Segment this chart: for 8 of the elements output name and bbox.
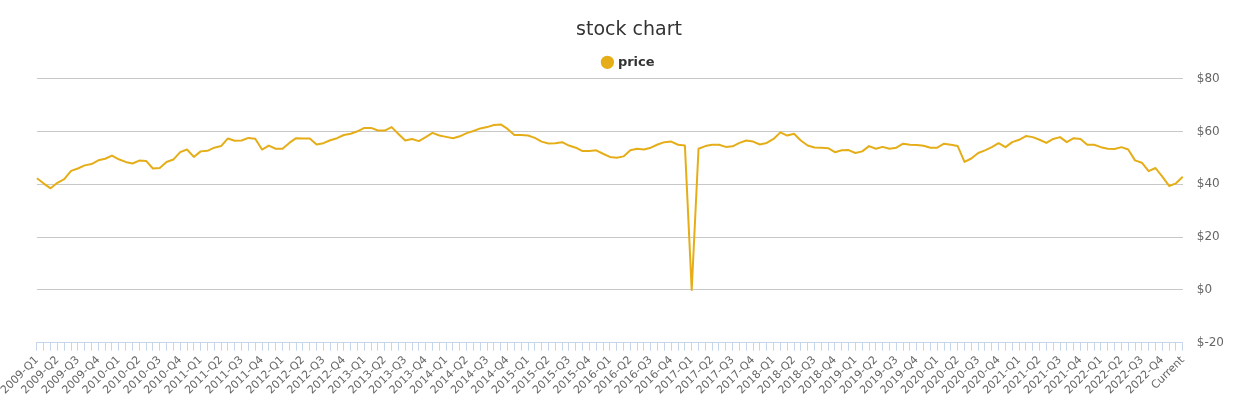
y-tick-label: $40 — [1196, 176, 1220, 191]
y-tick-label: $80 — [1196, 70, 1220, 85]
y-tick-label: $60 — [1196, 123, 1220, 138]
y-tick-label: $-20 — [1196, 334, 1224, 349]
y-tick-label: $0 — [1196, 282, 1213, 297]
y-tick-label: $20 — [1196, 229, 1220, 244]
legend-label: price — [617, 53, 655, 69]
chart-title: stock chart — [576, 17, 682, 40]
